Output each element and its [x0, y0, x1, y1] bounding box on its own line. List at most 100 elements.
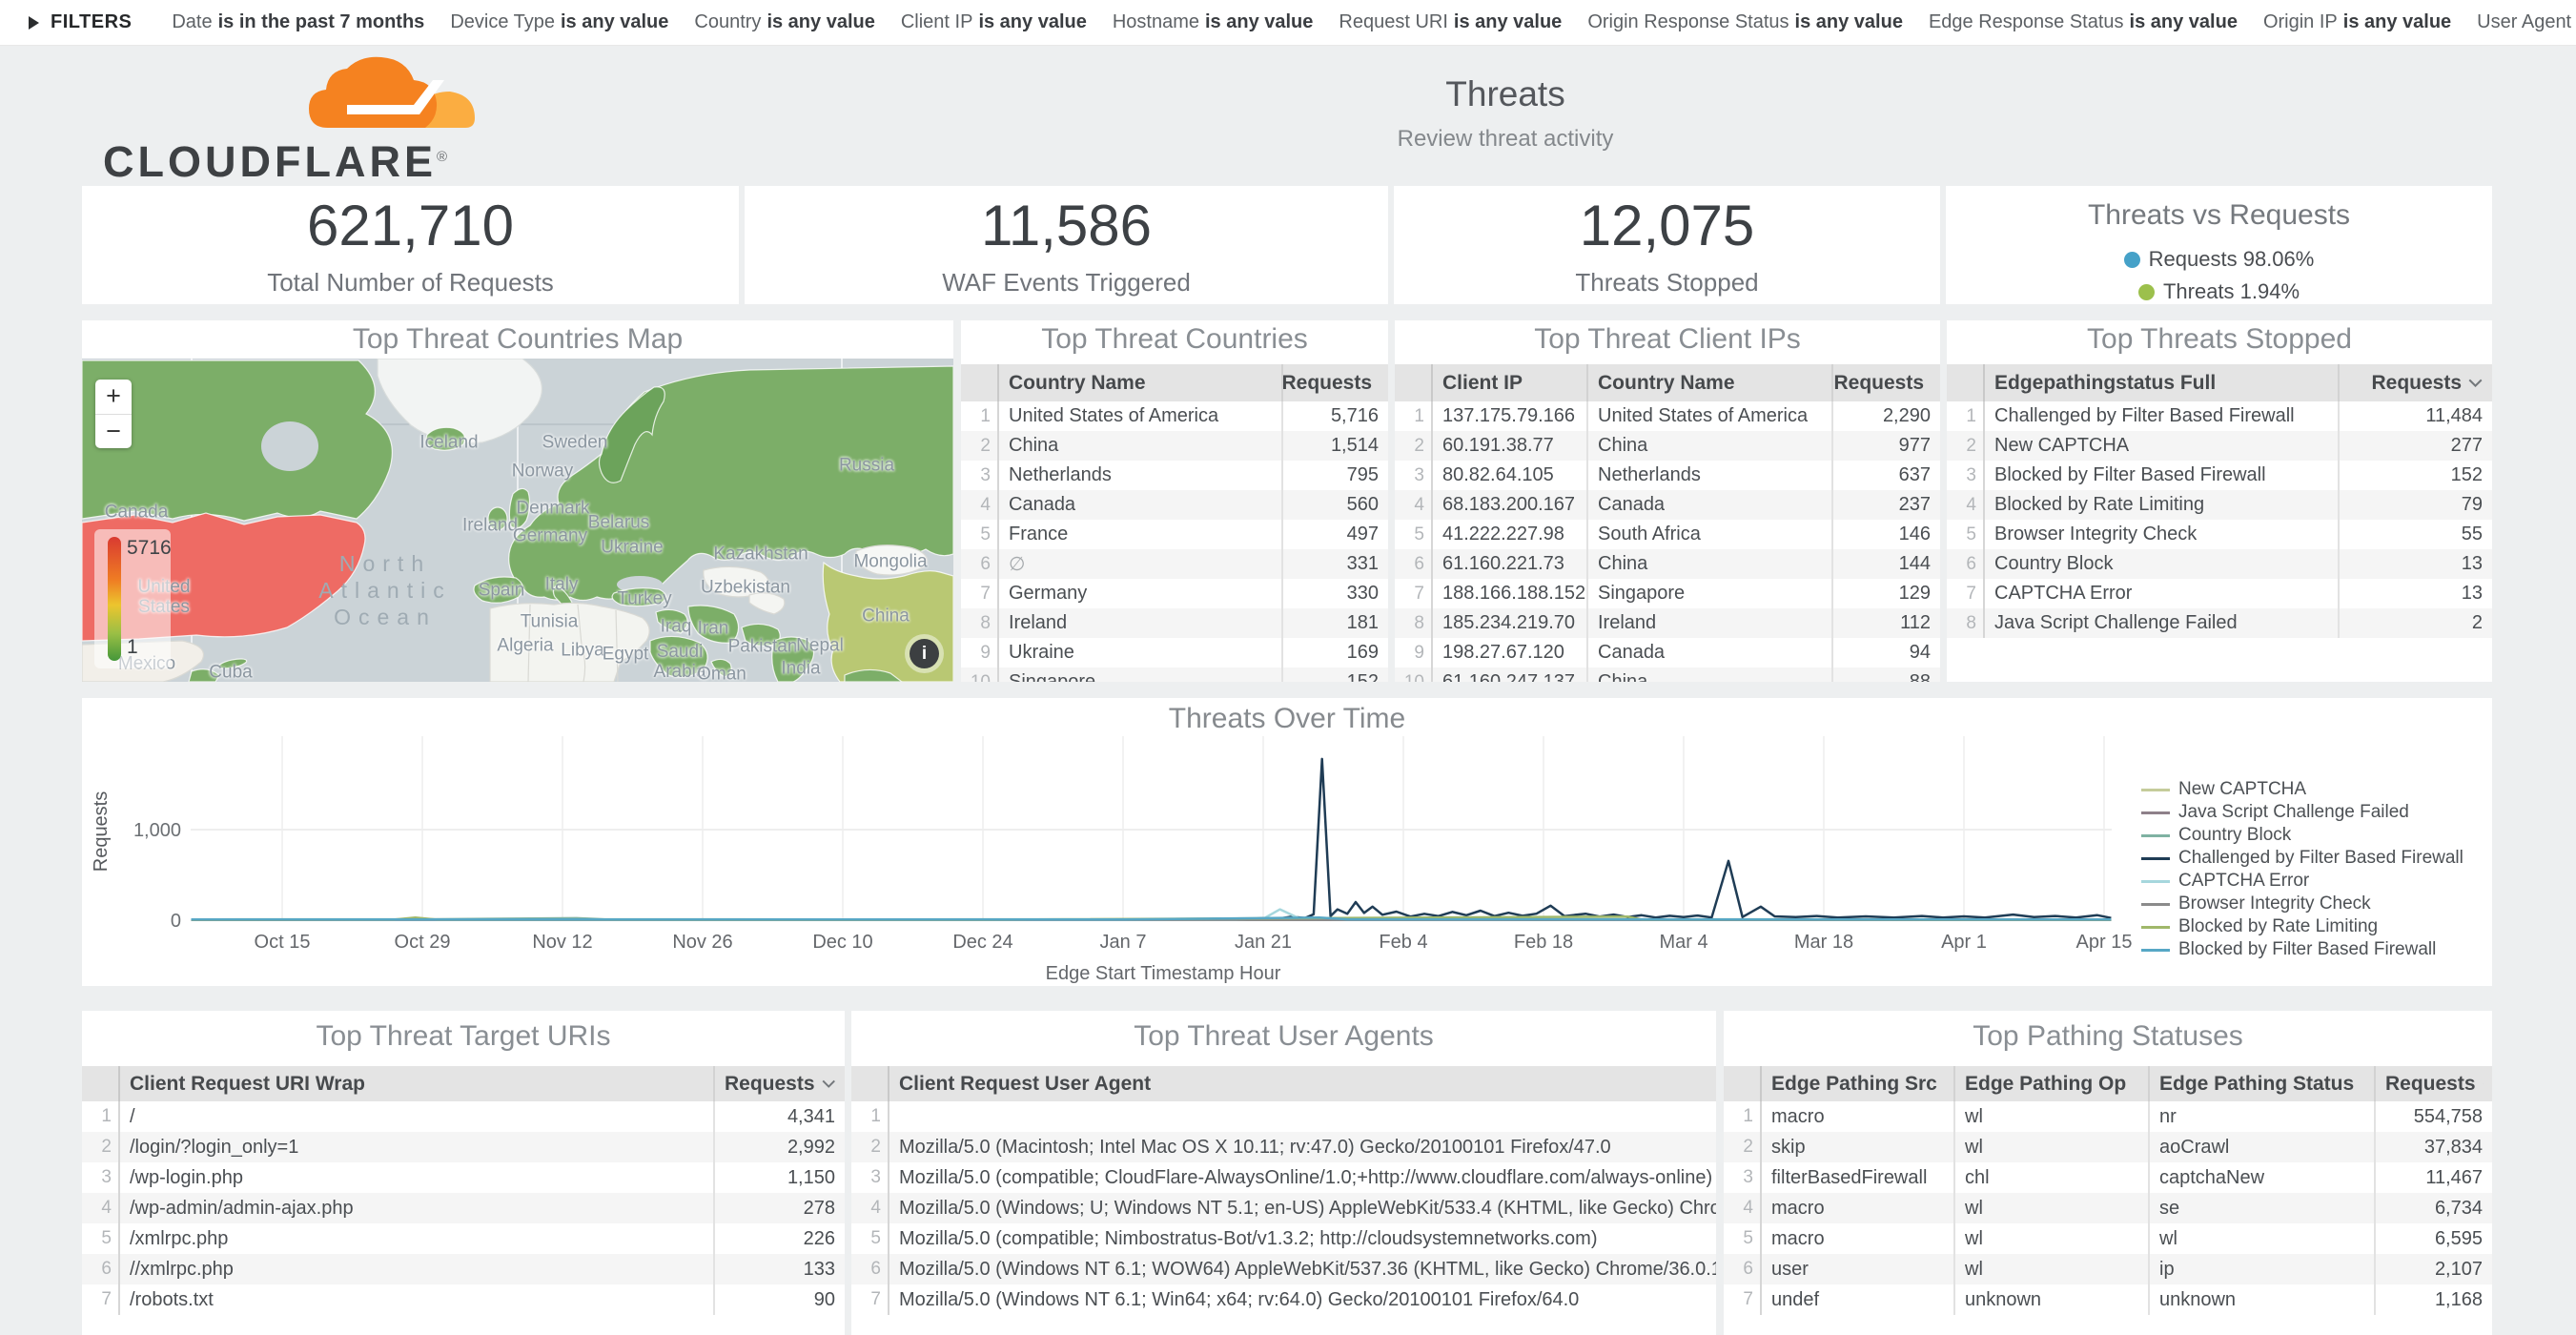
table-row[interactable]: 6 ∅ 331 — [961, 549, 1388, 579]
table-cell: Mozilla/5.0 (compatible; Nimbostratus-Bo… — [899, 1227, 1598, 1249]
table-row[interactable]: 5 Mozilla/5.0 (compatible; Nimbostratus-B… — [851, 1223, 1716, 1254]
filter-item[interactable]: Country is any value — [694, 11, 875, 32]
filter-item[interactable]: Date is in the past 7 months — [172, 11, 425, 32]
filter-item[interactable]: Hostname is any value — [1112, 11, 1314, 32]
column-header: Client IP — [1442, 371, 1523, 394]
table-row[interactable]: 5 41.222.227.98 South Africa 146 — [1395, 520, 1940, 549]
map-info-icon[interactable]: i — [910, 639, 939, 668]
chart-legend-item[interactable]: Java Script Challenge Failed — [2141, 801, 2464, 824]
table-row[interactable]: 5 macro wl wl 6,595 — [1724, 1223, 2492, 1254]
table-row[interactable]: 3/wp-login.php 1,150 — [82, 1162, 845, 1193]
table-row[interactable]: 1 United States of America 5,716 — [961, 401, 1388, 431]
table-cell: //xmlrpc.php — [130, 1258, 234, 1280]
table-row[interactable]: 2 New CAPTCHA 277 — [1947, 431, 2492, 461]
table-row[interactable]: 7 CAPTCHA Error 13 — [1947, 579, 2492, 608]
chart-legend-item[interactable]: Challenged by Filter Based Firewall — [2141, 847, 2464, 870]
sortable-column-header[interactable]: Requests — [2374, 1066, 2492, 1101]
table-cell: macro — [1771, 1227, 1825, 1249]
filter-item[interactable]: Origin Response Status is any value — [1587, 11, 1903, 32]
table-row[interactable]: 6 user wl ip 2,107 — [1724, 1254, 2492, 1284]
filter-item[interactable]: Device Type is any value — [450, 11, 669, 32]
table-row[interactable]: 8 Ireland 181 — [961, 608, 1388, 638]
table-row[interactable]: 8 Java Script Challenge Failed 2 — [1947, 608, 2492, 638]
filters-toggle[interactable]: FILTERS — [29, 11, 132, 33]
world-map[interactable]: CanadaUnited StatesMexicoCubaIcelandIrel… — [82, 359, 953, 682]
table-row[interactable]: 7 188.166.188.152 Singapore 129 — [1395, 579, 1940, 608]
chart-legend: New CAPTCHA Java Script Challenge Failed C… — [2141, 778, 2464, 961]
table-cell: 278 — [713, 1193, 845, 1223]
svg-text:Feb 18: Feb 18 — [1514, 932, 1573, 953]
filter-item[interactable]: Client IP is any value — [900, 11, 1087, 32]
table-row[interactable]: 5 France 497 — [961, 520, 1388, 549]
table-row[interactable]: 1 137.175.79.166 United States of America 2… — [1395, 401, 1940, 431]
table-cell: 331 — [1281, 549, 1388, 579]
table-row[interactable]: 1 macro wl nr 554,758 — [1724, 1101, 2492, 1132]
sortable-column-header[interactable]: Requests — [1281, 364, 1388, 401]
table-row[interactable]: 2 China 1,514 — [961, 431, 1388, 461]
table-cell: 37,834 — [2374, 1132, 2492, 1162]
table-row[interactable]: 2/login/?login_only=1 2,992 — [82, 1132, 845, 1162]
table-row[interactable]: 4 Canada 560 — [961, 490, 1388, 520]
chart-legend-item[interactable]: Country Block — [2141, 824, 2464, 847]
map-zoom-in-button[interactable]: + — [95, 380, 132, 415]
table-row[interactable]: 7/robots.txt 90 — [82, 1284, 845, 1315]
table-cell: United States of America — [1586, 401, 1831, 431]
svg-text:Nov 26: Nov 26 — [672, 932, 732, 953]
chart-legend-item[interactable]: CAPTCHA Error — [2141, 870, 2464, 893]
table-row[interactable]: 2 Mozilla/5.0 (Macintosh; Intel Mac OS X … — [851, 1132, 1716, 1162]
filter-item[interactable]: User Agentis any value — [2477, 11, 2572, 32]
table-cell: 188.166.188.152 — [1442, 583, 1586, 604]
table-row[interactable]: 4 Blocked by Rate Limiting 79 — [1947, 490, 2492, 520]
table-row[interactable]: 1/4,341 — [82, 1101, 845, 1132]
table-row[interactable]: 8 185.234.219.70 Ireland 112 — [1395, 608, 1940, 638]
filter-item[interactable]: Edge Response Status is any value — [1928, 11, 2238, 32]
table-row[interactable]: 5/xmlrpc.php 226 — [82, 1223, 845, 1254]
stat-total-requests: 621,710 Total Number of Requests — [82, 186, 739, 304]
table-row[interactable]: 3 filterBasedFirewall chl captchaNew 11,467 — [1724, 1162, 2492, 1193]
table-row[interactable]: 3 Mozilla/5.0 (compatible; CloudFlare-Alw… — [851, 1162, 1716, 1193]
table-row[interactable]: 3 Blocked by Filter Based Firewall 152 — [1947, 461, 2492, 490]
stat-value: 12,075 — [1579, 194, 1755, 257]
table-row[interactable]: 4/wp-admin/admin-ajax.php 278 — [82, 1193, 845, 1223]
table-cell: 68.183.200.167 — [1442, 494, 1576, 515]
table-cell: Browser Integrity Check — [1994, 524, 2198, 544]
table-row[interactable]: 9 Ukraine 169 — [961, 638, 1388, 668]
table-cell: 61.160.247.137 — [1442, 671, 1576, 682]
filter-item[interactable]: Origin IP is any value — [2262, 11, 2452, 32]
sortable-column-header[interactable]: Requests — [2338, 364, 2492, 401]
table-row[interactable]: 6//xmlrpc.php 133 — [82, 1254, 845, 1284]
table-row[interactable]: 5 Browser Integrity Check 55 — [1947, 520, 2492, 549]
table-row[interactable]: 1 Challenged by Filter Based Firewall 11,4… — [1947, 401, 2492, 431]
table-row[interactable]: 1 — [851, 1101, 1716, 1132]
map-zoom-out-button[interactable]: − — [106, 416, 121, 445]
table-row[interactable]: 3 80.82.64.105 Netherlands 637 — [1395, 461, 1940, 490]
table-row[interactable]: 6 Country Block 13 — [1947, 549, 2492, 579]
chart-legend-item[interactable]: New CAPTCHA — [2141, 778, 2464, 801]
table-row[interactable]: 4 Mozilla/5.0 (Windows; U; Windows NT 5.1… — [851, 1193, 1716, 1223]
table-row[interactable]: 2 skip wl aoCrawl 37,834 — [1724, 1132, 2492, 1162]
table-row[interactable]: 10 61.160.247.137 China 88 — [1395, 668, 1940, 682]
chart-legend-item[interactable]: Blocked by Filter Based Firewall — [2141, 938, 2464, 961]
map-label: Oman — [697, 664, 746, 683]
sortable-column-header[interactable]: Requests — [1831, 364, 1940, 401]
table-row[interactable]: 2 60.191.38.77 China 977 — [1395, 431, 1940, 461]
table-cell: 4,341 — [713, 1101, 845, 1132]
chart-legend-item[interactable]: Blocked by Rate Limiting — [2141, 915, 2464, 938]
chart-legend-item[interactable]: Browser Integrity Check — [2141, 893, 2464, 915]
table-row[interactable]: 6 61.160.221.73 China 144 — [1395, 549, 1940, 579]
table-row[interactable]: 6 Mozilla/5.0 (Windows NT 6.1; WOW64) App… — [851, 1254, 1716, 1284]
table-row[interactable]: 7 Mozilla/5.0 (Windows NT 6.1; Win64; x64… — [851, 1284, 1716, 1315]
table-row[interactable]: 9 198.27.67.120 Canada 94 — [1395, 638, 1940, 668]
legend-line-icon — [2141, 925, 2170, 929]
threats-over-time-chart[interactable]: 1,000 0 Oct 15 Oct 29 Nov 12 Nov 26 Dec 10 Dec … — [82, 698, 2492, 986]
table-row[interactable]: 7 undef unknown unknown 1,168 — [1724, 1284, 2492, 1315]
table-row[interactable]: 4 68.183.200.167 Canada 237 — [1395, 490, 1940, 520]
table-cell: Singapore — [1586, 579, 1831, 608]
table-row[interactable]: 7 Germany 330 — [961, 579, 1388, 608]
filter-item[interactable]: Request URI is any value — [1339, 11, 1563, 32]
table-row[interactable]: 10 Singapore 152 — [961, 668, 1388, 682]
sortable-column-header[interactable]: Requests — [713, 1066, 845, 1101]
table-cell: 554,758 — [2374, 1101, 2492, 1132]
table-row[interactable]: 3 Netherlands 795 — [961, 461, 1388, 490]
table-row[interactable]: 4 macro wl se 6,734 — [1724, 1193, 2492, 1223]
